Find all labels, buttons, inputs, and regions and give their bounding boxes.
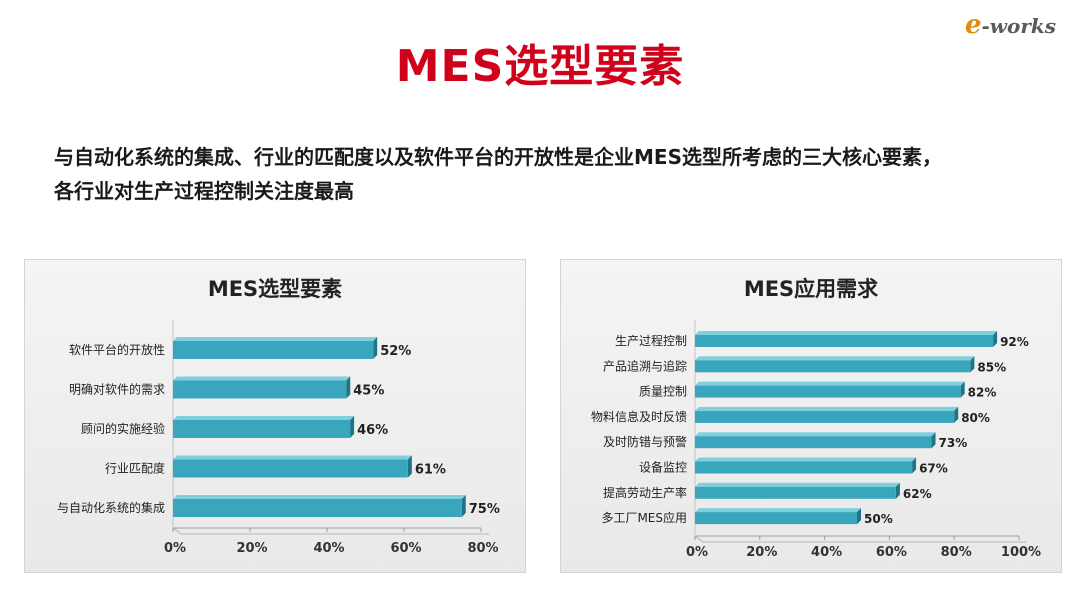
data-label: 92% (1000, 335, 1029, 349)
data-label: 62% (903, 487, 932, 501)
x-tick-label: 100% (1001, 545, 1041, 560)
x-tick-label: 0% (164, 541, 186, 556)
data-label: 61% (415, 463, 446, 478)
selection-factors-chart: MES选型要素 0% 20% 40% 60% 80% 软件平台的开放性 52% 明确对软件的需求… (57, 277, 500, 556)
category-label: 及时防错与预警 (603, 434, 687, 449)
bar-top-face (695, 508, 861, 513)
description-line-2: 各行业对生产过程控制关注度最高 (54, 179, 354, 203)
x-tick-label: 80% (467, 541, 498, 556)
bar (695, 385, 961, 398)
page-title: MES选型要素 (395, 41, 685, 92)
x-tick-label: 20% (746, 545, 777, 560)
bar (173, 380, 347, 399)
bar-side-face (895, 482, 900, 499)
axis-depth-edge (694, 535, 704, 543)
data-label: 73% (939, 436, 968, 450)
bar-side-face (931, 432, 936, 449)
data-label: 80% (961, 411, 990, 425)
bar-top-face (173, 337, 378, 341)
category-label: 质量控制 (639, 385, 687, 399)
application-needs-chart: MES应用需求 0% 20% 40% 60% 80% 100% 生产过程控制 92% 产品追溯与追… (591, 277, 1041, 560)
data-label: 85% (977, 360, 1006, 374)
bar-top-face (695, 381, 965, 386)
bar-top-face (695, 482, 900, 487)
bar (695, 461, 913, 474)
chart-panel-selection-factors: MES选型要素 0% 20% 40% 60% 80% 软件平台的开放性 52% 明确对软件的需求… (24, 259, 526, 573)
bar (695, 436, 932, 449)
data-label: 45% (353, 384, 384, 399)
bar (695, 360, 971, 373)
data-label: 46% (357, 423, 388, 438)
category-label: 顾问的实施经验 (81, 421, 165, 436)
category-label: 软件平台的开放性 (69, 342, 165, 357)
category-label: 设备监控 (639, 461, 687, 475)
bar-side-face (954, 406, 959, 423)
x-tick-label: 60% (390, 541, 421, 556)
bar-top-face (695, 432, 936, 437)
bar-side-face (960, 381, 965, 398)
bar-top-face (173, 495, 466, 499)
category-label: 行业匹配度 (105, 461, 165, 476)
bar (173, 499, 462, 517)
x-tick-label: 40% (811, 545, 842, 560)
x-tick-label: 40% (313, 541, 344, 556)
bar (173, 459, 408, 478)
bar-side-face (461, 495, 466, 517)
brand-logo: e-works (965, 10, 1056, 40)
bar-side-face (346, 376, 351, 399)
chart-title: MES选型要素 (208, 277, 342, 301)
axis-depth-edge (172, 527, 182, 535)
category-label: 产品追溯与追踪 (603, 358, 687, 373)
category-label: 明确对软件的需求 (69, 382, 165, 397)
bar-side-face (993, 331, 998, 347)
description: 与自动化系统的集成、行业的匹配度以及软件平台的开放性是企业MES选型所考虑的三大… (54, 140, 1054, 208)
description-line-1: 与自动化系统的集成、行业的匹配度以及软件平台的开放性是企业MES选型所考虑的三大… (54, 145, 942, 169)
category-label: 物料信息及时反馈 (591, 409, 687, 424)
bar (173, 420, 351, 438)
bar-side-face (970, 356, 975, 373)
bar (173, 341, 374, 359)
bar-top-face (173, 416, 355, 420)
x-tick-label: 20% (236, 541, 267, 556)
logo-text: -works (981, 14, 1056, 38)
x-tick-label: 60% (876, 545, 907, 560)
bar-side-face (350, 416, 355, 438)
bar (695, 335, 994, 347)
bar-top-face (695, 356, 975, 361)
bar-top-face (173, 376, 351, 381)
data-label: 75% (469, 502, 500, 517)
category-label: 生产过程控制 (615, 333, 687, 348)
bar-side-face (857, 508, 861, 525)
category-label: 提高劳动生产率 (603, 485, 687, 500)
category-label: 多工厂MES应用 (601, 510, 687, 525)
chart-title: MES应用需求 (744, 277, 878, 301)
bar (695, 486, 896, 499)
bar-top-face (695, 457, 917, 462)
x-tick-label: 80% (941, 545, 972, 560)
bar (695, 410, 955, 423)
data-label: 52% (380, 344, 411, 359)
logo-e-mark: e (964, 10, 982, 40)
bar-side-face (407, 455, 412, 478)
data-label: 82% (968, 386, 997, 400)
data-label: 67% (919, 462, 948, 476)
bar (695, 512, 857, 525)
chart-panel-application-needs: MES应用需求 0% 20% 40% 60% 80% 100% 生产过程控制 92% 产品追溯与追… (560, 259, 1062, 573)
x-tick-label: 0% (686, 545, 708, 560)
bar-top-face (695, 406, 959, 411)
bar-side-face (373, 337, 378, 359)
data-label: 50% (864, 512, 893, 526)
bar-top-face (695, 331, 998, 335)
category-label: 与自动化系统的集成 (57, 500, 165, 515)
bar-top-face (173, 455, 412, 460)
bar-side-face (912, 457, 917, 474)
